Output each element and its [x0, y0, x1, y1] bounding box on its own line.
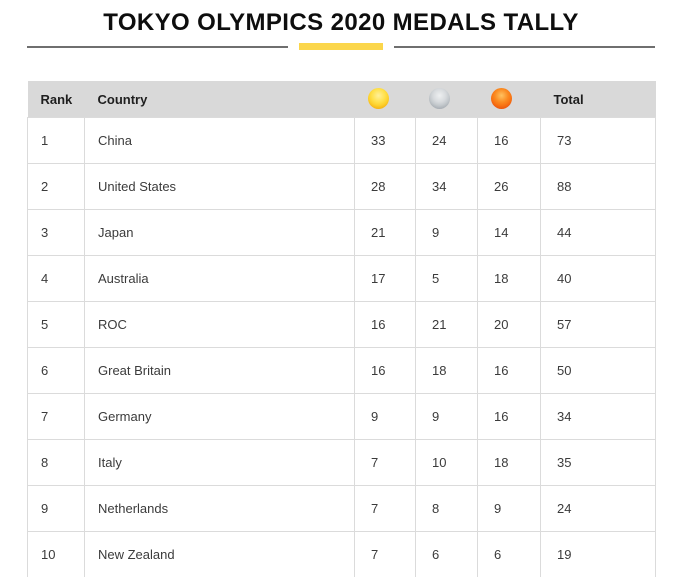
gold-count-cell: 21: [354, 209, 416, 256]
silver-count-cell: 5: [415, 255, 478, 302]
rank-cell: 6: [27, 347, 85, 394]
rank-cell: 1: [27, 117, 85, 164]
page-title: TOKYO OLYMPICS 2020 MEDALS TALLY: [103, 9, 579, 36]
gold-count-cell: 9: [354, 393, 416, 440]
gold-count-cell: 7: [354, 485, 416, 532]
bronze-count-cell: 6: [477, 531, 541, 577]
rank-cell: 3: [27, 209, 85, 256]
country-cell: ROC: [84, 301, 355, 348]
gold-count-cell: 33: [354, 117, 416, 164]
total-cell: 50: [540, 347, 656, 394]
bronze-count-cell: 18: [477, 255, 541, 302]
bronze-count-cell: 26: [477, 163, 541, 210]
bronze-count-cell: 16: [477, 347, 541, 394]
gold-count-cell: 7: [354, 531, 416, 577]
rank-cell: 5: [27, 301, 85, 348]
silver-medal-icon: [428, 87, 450, 109]
bronze-count-cell: 9: [477, 485, 541, 532]
bronze-count-cell: 16: [477, 393, 541, 440]
gold-count-cell: 28: [354, 163, 416, 210]
bronze-count-cell: 14: [477, 209, 541, 256]
rank-cell: 4: [27, 255, 85, 302]
silver-count-cell: 24: [415, 117, 478, 164]
country-cell: China: [84, 117, 355, 164]
table-header-row: Rank Country Total: [27, 81, 656, 118]
total-column-header: Total: [540, 81, 656, 118]
country-cell: Netherlands: [84, 485, 355, 532]
total-cell: 40: [540, 255, 656, 302]
silver-count-cell: 8: [415, 485, 478, 532]
rank-cell: 10: [27, 531, 85, 577]
gold-count-cell: 16: [354, 301, 416, 348]
rank-cell: 9: [27, 485, 85, 532]
table-row: 3 Japan 21 9 14 44: [27, 209, 656, 256]
bronze-medal-icon: [490, 87, 512, 109]
total-cell: 19: [540, 531, 656, 577]
bronze-count-cell: 20: [477, 301, 541, 348]
country-cell: Great Britain: [84, 347, 355, 394]
table-row: 7 Germany 9 9 16 34: [27, 393, 656, 440]
gold-count-cell: 16: [354, 347, 416, 394]
gold-count-cell: 17: [354, 255, 416, 302]
silver-count-cell: 18: [415, 347, 478, 394]
rank-cell: 7: [27, 393, 85, 440]
table-row: 10 New Zealand 7 6 6 19: [27, 531, 656, 577]
gold-medal-icon: [367, 87, 389, 109]
title-underline-left: [27, 45, 288, 48]
table-row: 6 Great Britain 16 18 16 50: [27, 347, 656, 394]
table-row: 5 ROC 16 21 20 57: [27, 301, 656, 348]
total-cell: 34: [540, 393, 656, 440]
bronze-count-cell: 16: [477, 117, 541, 164]
silver-count-cell: 9: [415, 393, 478, 440]
rank-cell: 8: [27, 439, 85, 486]
title-accent-bar: [299, 43, 383, 50]
silver-column-header: [415, 81, 478, 118]
table-row: 8 Italy 7 10 18 35: [27, 439, 656, 486]
table-row: 4 Australia 17 5 18 40: [27, 255, 656, 302]
country-cell: New Zealand: [84, 531, 355, 577]
title-divider: [27, 43, 655, 50]
country-cell: United States: [84, 163, 355, 210]
bronze-count-cell: 18: [477, 439, 541, 486]
rank-cell: 2: [27, 163, 85, 210]
total-cell: 73: [540, 117, 656, 164]
country-cell: Italy: [84, 439, 355, 486]
country-cell: Germany: [84, 393, 355, 440]
silver-count-cell: 34: [415, 163, 478, 210]
table-row: 1 China 33 24 16 73: [27, 117, 656, 164]
bronze-column-header: [477, 81, 541, 118]
silver-count-cell: 6: [415, 531, 478, 577]
total-cell: 88: [540, 163, 656, 210]
country-column-header: Country: [84, 81, 355, 118]
gold-column-header: [354, 81, 416, 118]
table-row: 2 United States 28 34 26 88: [27, 163, 656, 210]
silver-count-cell: 9: [415, 209, 478, 256]
silver-count-cell: 10: [415, 439, 478, 486]
medals-table: Rank Country Total 1 China 33 24 16 73 2…: [27, 81, 656, 577]
table-row: 9 Netherlands 7 8 9 24: [27, 485, 656, 532]
rank-column-header: Rank: [27, 81, 85, 118]
total-cell: 24: [540, 485, 656, 532]
total-cell: 57: [540, 301, 656, 348]
total-cell: 44: [540, 209, 656, 256]
gold-count-cell: 7: [354, 439, 416, 486]
country-cell: Japan: [84, 209, 355, 256]
total-cell: 35: [540, 439, 656, 486]
country-cell: Australia: [84, 255, 355, 302]
silver-count-cell: 21: [415, 301, 478, 348]
title-underline-right: [394, 45, 655, 48]
